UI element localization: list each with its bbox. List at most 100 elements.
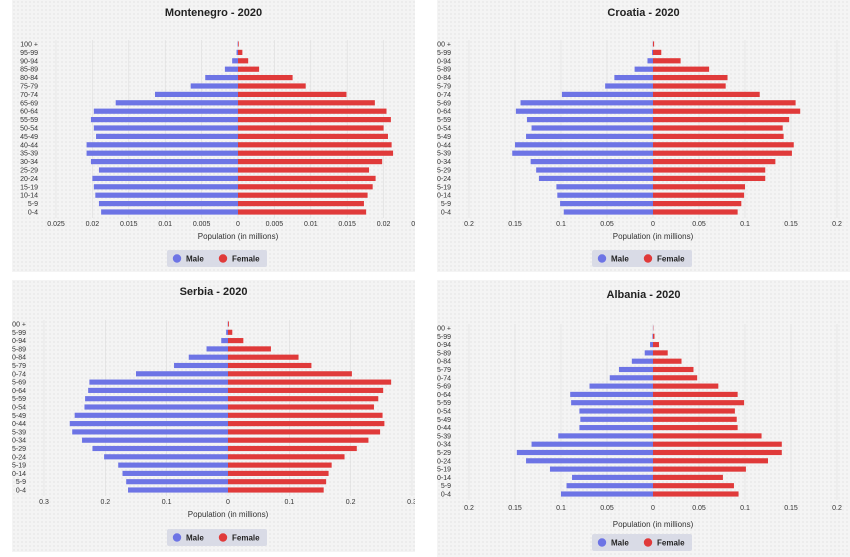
age-group-label: 60-64: [12, 388, 26, 395]
bar-male: [538, 175, 653, 182]
bar-female: [653, 416, 737, 422]
legend-female-marker[interactable]: [643, 538, 653, 547]
bar-male: [558, 433, 653, 439]
bar-male: [515, 108, 653, 114]
x-axis-label: Population (in millions): [198, 232, 279, 241]
bar-female: [228, 346, 271, 352]
bar-female: [238, 108, 387, 114]
legend-female-marker[interactable]: [218, 254, 228, 263]
bar-male: [556, 184, 653, 190]
age-group-label: 25-29: [20, 168, 38, 175]
age-group-label: 90-94: [12, 338, 26, 345]
age-group-label: 30-34: [437, 159, 451, 166]
age-group-label: 75-79: [437, 84, 451, 91]
bar-female: [653, 375, 698, 381]
bar-male: [88, 387, 228, 393]
age-group-label: 35-39: [437, 151, 451, 158]
age-group-label: 85-89: [12, 346, 26, 353]
legend-male-label[interactable]: Male: [611, 255, 629, 264]
bar-female: [653, 125, 783, 131]
bar-female: [228, 387, 384, 393]
bar-male: [605, 83, 653, 89]
x-tick-label: 0.005: [266, 221, 284, 228]
bar-female: [653, 333, 655, 339]
bar-female: [653, 400, 745, 406]
legend-male-marker[interactable]: [172, 254, 182, 263]
bar-female: [238, 175, 376, 182]
bar-female: [653, 167, 766, 173]
bar-female: [228, 354, 299, 360]
legend-male-label[interactable]: Male: [611, 539, 629, 548]
bar-female: [653, 358, 682, 364]
bar-male: [561, 491, 653, 497]
x-tick-label: 0.15: [784, 221, 798, 228]
bar-male: [516, 449, 653, 456]
bar-male: [118, 462, 228, 468]
age-group-label: 65-69: [20, 100, 38, 107]
chart-albania: Albania - 2020 0.2 0.15 0.1 0.05 0 0.05 0.1 0.15…: [437, 280, 850, 557]
legend-male-marker[interactable]: [597, 254, 607, 263]
bar-female: [653, 116, 790, 123]
bar-male: [652, 333, 653, 339]
legend-male-label[interactable]: Male: [186, 534, 204, 543]
age-group-label: 40-44: [20, 142, 38, 149]
legend-female-marker[interactable]: [643, 254, 653, 263]
age-group-label: 20-24: [437, 176, 451, 183]
bar-male: [515, 142, 653, 148]
legend-female-label[interactable]: Female: [657, 539, 685, 548]
legend-female-label[interactable]: Female: [657, 255, 685, 264]
x-tick-label: 0.01: [158, 221, 172, 228]
legend-female-label[interactable]: Female: [232, 255, 260, 264]
bar-female: [228, 379, 392, 385]
age-group-label: 15-19: [437, 467, 451, 474]
age-group-label: 0-4: [441, 210, 451, 217]
bar-female: [238, 192, 368, 198]
legend-box: [592, 250, 692, 267]
bar-female: [653, 441, 782, 447]
age-group-label: 35-39: [12, 429, 26, 436]
bar-female: [653, 49, 662, 56]
age-group-label: 85-89: [20, 67, 38, 74]
bar-male: [531, 125, 653, 131]
age-group-label: 70-74: [437, 92, 451, 99]
bar-female: [653, 41, 655, 47]
bar-female: [238, 125, 384, 131]
bar-female: [653, 184, 745, 190]
age-group-label: 25-29: [437, 450, 451, 457]
bar-female: [653, 391, 738, 397]
bar-male: [571, 400, 653, 406]
legend-male-marker[interactable]: [172, 533, 182, 542]
bar-male: [84, 404, 228, 410]
age-group-label: 100 +: [437, 326, 451, 333]
legend-male-label[interactable]: Male: [186, 255, 204, 264]
x-tick-label: 0.005: [193, 221, 211, 228]
bar-female: [653, 58, 681, 64]
bar-male: [82, 437, 228, 443]
bar-male: [566, 483, 653, 489]
bar-male: [232, 58, 238, 64]
bar-female: [228, 487, 324, 493]
bar-female: [653, 209, 738, 215]
age-group-label: 60-64: [437, 392, 451, 399]
legend-female-marker[interactable]: [218, 533, 228, 542]
x-tick-label: 0: [226, 499, 230, 506]
x-tick-label: 0.15: [784, 505, 798, 512]
bar-male: [652, 49, 653, 56]
legend-male-marker[interactable]: [597, 538, 607, 547]
x-tick-label: 0.2: [346, 499, 356, 506]
bar-male: [190, 83, 238, 89]
age-group-label: 35-39: [20, 151, 38, 158]
bar-male: [570, 391, 653, 397]
bar-female: [653, 458, 768, 464]
bar-female: [238, 209, 367, 215]
bar-female: [228, 362, 312, 369]
bar-male: [122, 470, 228, 476]
x-tick-label: 0.025: [47, 221, 65, 228]
bar-female: [238, 200, 364, 207]
x-axis-label: Population (in millions): [613, 232, 694, 241]
bar-male: [560, 200, 653, 207]
legend-female-label[interactable]: Female: [232, 534, 260, 543]
x-tick-label: 0.3: [39, 499, 49, 506]
bar-female: [238, 74, 293, 81]
bar-female: [228, 404, 374, 410]
